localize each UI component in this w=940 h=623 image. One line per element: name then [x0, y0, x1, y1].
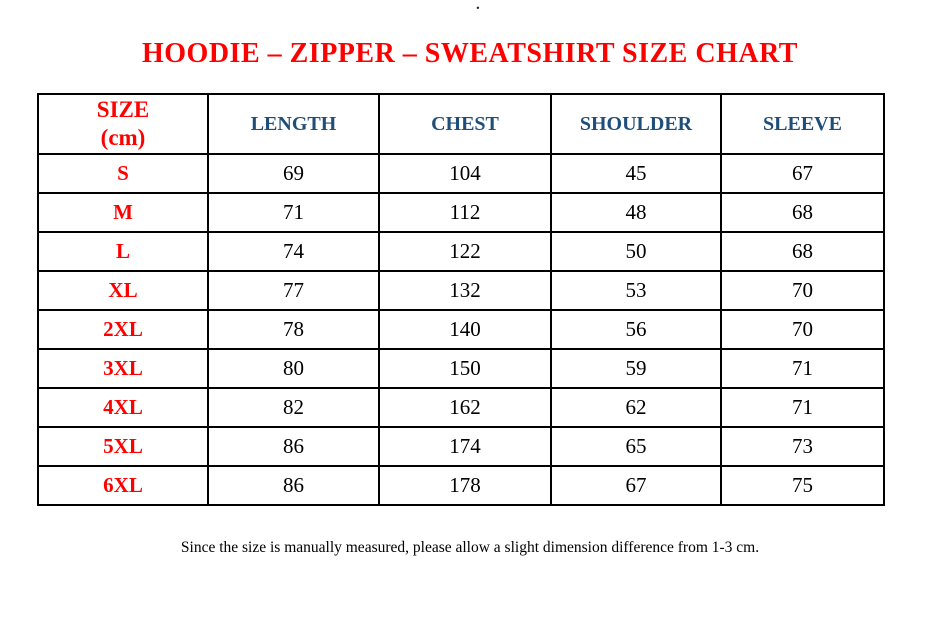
shoulder-cell: 50	[550, 231, 722, 272]
measurement-disclaimer: Since the size is manually measured, ple…	[180, 539, 760, 556]
shoulder-cell: 65	[550, 426, 722, 467]
length-cell: 80	[207, 348, 380, 389]
page-title: HOODIE – ZIPPER – SWEATSHIRT SIZE CHART	[142, 38, 798, 69]
table-row: M 71 112 48 68	[37, 192, 885, 233]
chest-cell: 112	[378, 192, 552, 233]
stray-dot-mark: .	[476, 0, 480, 13]
table-row: 3XL 80 150 59 71	[37, 348, 885, 389]
shoulder-cell: 53	[550, 270, 722, 311]
table-row: L 74 122 50 68	[37, 231, 885, 272]
chest-cell: 178	[378, 465, 552, 506]
sleeve-cell: 71	[720, 387, 885, 428]
size-cell: L	[37, 231, 209, 272]
length-cell: 74	[207, 231, 380, 272]
sleeve-cell: 73	[720, 426, 885, 467]
size-cell: 6XL	[37, 465, 209, 506]
size-cell: 4XL	[37, 387, 209, 428]
table-row: 6XL 86 178 67 75	[37, 465, 885, 506]
shoulder-cell: 45	[550, 153, 722, 194]
chest-cell: 122	[378, 231, 552, 272]
sleeve-cell: 70	[720, 309, 885, 350]
chest-cell: 132	[378, 270, 552, 311]
shoulder-cell: 56	[550, 309, 722, 350]
table-row: 5XL 86 174 65 73	[37, 426, 885, 467]
sleeve-cell: 68	[720, 231, 885, 272]
shoulder-cell: 62	[550, 387, 722, 428]
size-cell: 5XL	[37, 426, 209, 467]
size-cell: M	[37, 192, 209, 233]
col-header-sleeve: SLEEVE	[720, 93, 885, 155]
chest-cell: 162	[378, 387, 552, 428]
sleeve-cell: 70	[720, 270, 885, 311]
col-header-size: SIZE (cm)	[37, 93, 209, 155]
length-cell: 77	[207, 270, 380, 311]
shoulder-cell: 48	[550, 192, 722, 233]
sleeve-cell: 67	[720, 153, 885, 194]
col-header-length: LENGTH	[207, 93, 380, 155]
table-row: S 69 104 45 67	[37, 153, 885, 194]
size-cell: S	[37, 153, 209, 194]
chest-cell: 104	[378, 153, 552, 194]
length-cell: 86	[207, 465, 380, 506]
sleeve-cell: 68	[720, 192, 885, 233]
size-chart-table: SIZE (cm) LENGTH CHEST SHOULDER SLEEVE S…	[37, 93, 885, 506]
size-cell: 2XL	[37, 309, 209, 350]
chest-cell: 150	[378, 348, 552, 389]
col-header-shoulder: SHOULDER	[550, 93, 722, 155]
size-cell: XL	[37, 270, 209, 311]
length-cell: 82	[207, 387, 380, 428]
shoulder-cell: 59	[550, 348, 722, 389]
table-row: 4XL 82 162 62 71	[37, 387, 885, 428]
sleeve-cell: 71	[720, 348, 885, 389]
size-header-line2: (cm)	[100, 125, 146, 150]
table-row: 2XL 78 140 56 70	[37, 309, 885, 350]
sleeve-cell: 75	[720, 465, 885, 506]
length-cell: 69	[207, 153, 380, 194]
table-row: XL 77 132 53 70	[37, 270, 885, 311]
chest-cell: 174	[378, 426, 552, 467]
length-cell: 78	[207, 309, 380, 350]
chest-cell: 140	[378, 309, 552, 350]
table-header-row: SIZE (cm) LENGTH CHEST SHOULDER SLEEVE	[37, 93, 885, 155]
length-cell: 86	[207, 426, 380, 467]
length-cell: 71	[207, 192, 380, 233]
size-header-line1: SIZE	[96, 97, 150, 123]
col-header-chest: CHEST	[378, 93, 552, 155]
size-cell: 3XL	[37, 348, 209, 389]
shoulder-cell: 67	[550, 465, 722, 506]
